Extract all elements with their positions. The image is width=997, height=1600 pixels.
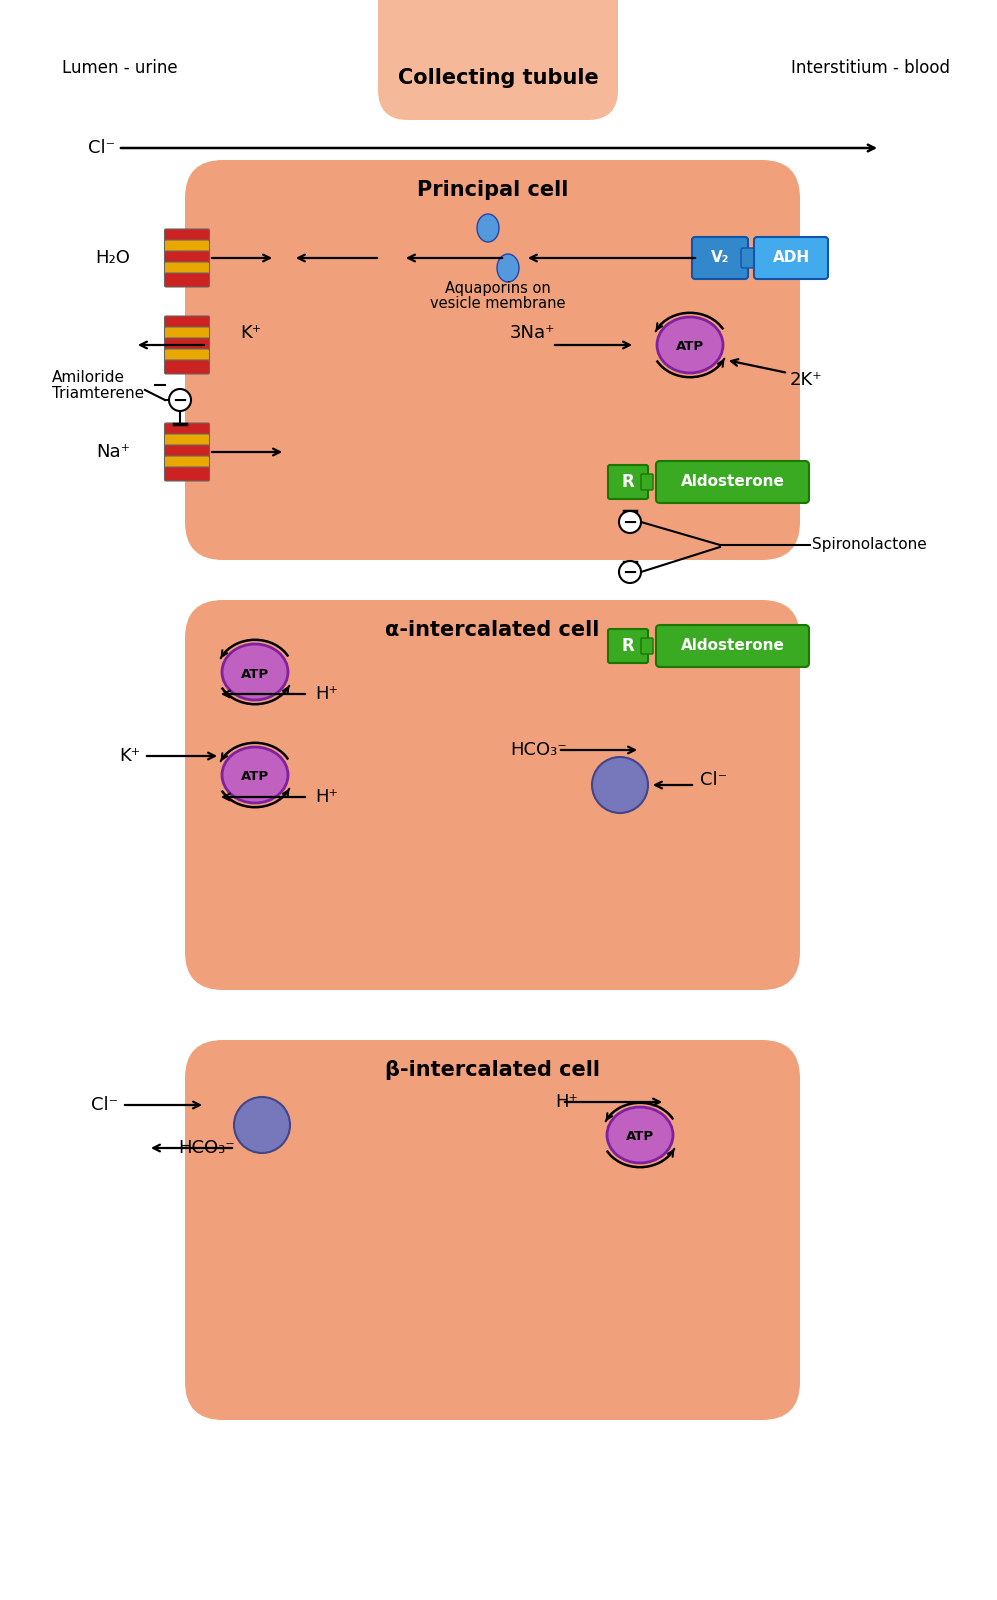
Text: β-intercalated cell: β-intercalated cell <box>385 1059 600 1080</box>
Circle shape <box>592 757 648 813</box>
Text: −: − <box>172 392 187 410</box>
Text: K⁺: K⁺ <box>240 323 261 342</box>
FancyBboxPatch shape <box>165 326 209 341</box>
Ellipse shape <box>497 254 519 282</box>
FancyBboxPatch shape <box>165 434 209 448</box>
Text: Spironolactone: Spironolactone <box>812 538 927 552</box>
Text: 3Na⁺: 3Na⁺ <box>510 323 555 342</box>
Text: ATP: ATP <box>626 1131 654 1144</box>
FancyBboxPatch shape <box>378 0 618 120</box>
FancyBboxPatch shape <box>165 240 209 254</box>
Ellipse shape <box>222 643 288 701</box>
Text: ADH: ADH <box>773 251 810 266</box>
FancyBboxPatch shape <box>165 360 209 374</box>
Text: α-intercalated cell: α-intercalated cell <box>385 619 599 640</box>
Text: Cl⁻: Cl⁻ <box>88 139 115 157</box>
FancyBboxPatch shape <box>165 445 209 459</box>
FancyBboxPatch shape <box>741 248 757 267</box>
Text: Triamterene: Triamterene <box>52 387 145 402</box>
Circle shape <box>169 389 191 411</box>
Text: H⁺: H⁺ <box>555 1093 578 1110</box>
Ellipse shape <box>607 1107 673 1163</box>
Text: Lumen - urine: Lumen - urine <box>62 59 177 77</box>
FancyBboxPatch shape <box>754 237 828 278</box>
Text: H₂O: H₂O <box>95 250 130 267</box>
FancyBboxPatch shape <box>165 229 209 243</box>
Text: Amiloride: Amiloride <box>52 371 125 386</box>
Text: ATP: ATP <box>241 667 269 680</box>
FancyBboxPatch shape <box>185 600 800 990</box>
Text: K⁺: K⁺ <box>119 747 140 765</box>
FancyBboxPatch shape <box>656 461 809 502</box>
Text: HCO₃⁻: HCO₃⁻ <box>510 741 566 758</box>
Text: 2K⁺: 2K⁺ <box>790 371 823 389</box>
Text: Principal cell: Principal cell <box>417 179 568 200</box>
FancyBboxPatch shape <box>165 262 209 275</box>
Text: Na⁺: Na⁺ <box>96 443 130 461</box>
Circle shape <box>234 1098 290 1154</box>
FancyBboxPatch shape <box>185 1040 800 1421</box>
Text: Collecting tubule: Collecting tubule <box>398 67 598 88</box>
FancyBboxPatch shape <box>165 251 209 266</box>
FancyBboxPatch shape <box>165 422 209 437</box>
Text: V₂: V₂ <box>711 251 729 266</box>
FancyBboxPatch shape <box>641 638 653 654</box>
Text: Aldosterone: Aldosterone <box>681 638 785 653</box>
Ellipse shape <box>222 747 288 803</box>
FancyBboxPatch shape <box>165 456 209 470</box>
Ellipse shape <box>657 317 723 373</box>
FancyBboxPatch shape <box>608 466 648 499</box>
FancyBboxPatch shape <box>656 626 809 667</box>
Text: R: R <box>621 474 634 491</box>
FancyBboxPatch shape <box>608 629 648 662</box>
Text: Cl⁻: Cl⁻ <box>700 771 727 789</box>
Text: vesicle membrane: vesicle membrane <box>431 296 565 312</box>
Text: Interstitium - blood: Interstitium - blood <box>791 59 949 77</box>
Text: ATP: ATP <box>241 771 269 784</box>
Circle shape <box>619 510 641 533</box>
Text: R: R <box>621 637 634 654</box>
FancyBboxPatch shape <box>641 474 653 490</box>
FancyBboxPatch shape <box>185 160 800 560</box>
FancyBboxPatch shape <box>165 467 209 482</box>
Text: Cl⁻: Cl⁻ <box>91 1096 118 1114</box>
Text: H⁺: H⁺ <box>315 685 338 702</box>
Text: −: − <box>622 565 637 582</box>
Text: Aldosterone: Aldosterone <box>681 475 785 490</box>
Text: −: − <box>622 514 637 531</box>
Ellipse shape <box>477 214 499 242</box>
FancyBboxPatch shape <box>165 274 209 286</box>
Circle shape <box>619 562 641 582</box>
FancyBboxPatch shape <box>165 338 209 352</box>
FancyBboxPatch shape <box>692 237 748 278</box>
FancyBboxPatch shape <box>165 349 209 363</box>
Text: H⁺: H⁺ <box>315 787 338 806</box>
FancyBboxPatch shape <box>165 317 209 330</box>
Text: HCO₃⁻: HCO₃⁻ <box>178 1139 234 1157</box>
Text: ATP: ATP <box>676 341 704 354</box>
Text: Aquaporins on: Aquaporins on <box>445 280 551 296</box>
